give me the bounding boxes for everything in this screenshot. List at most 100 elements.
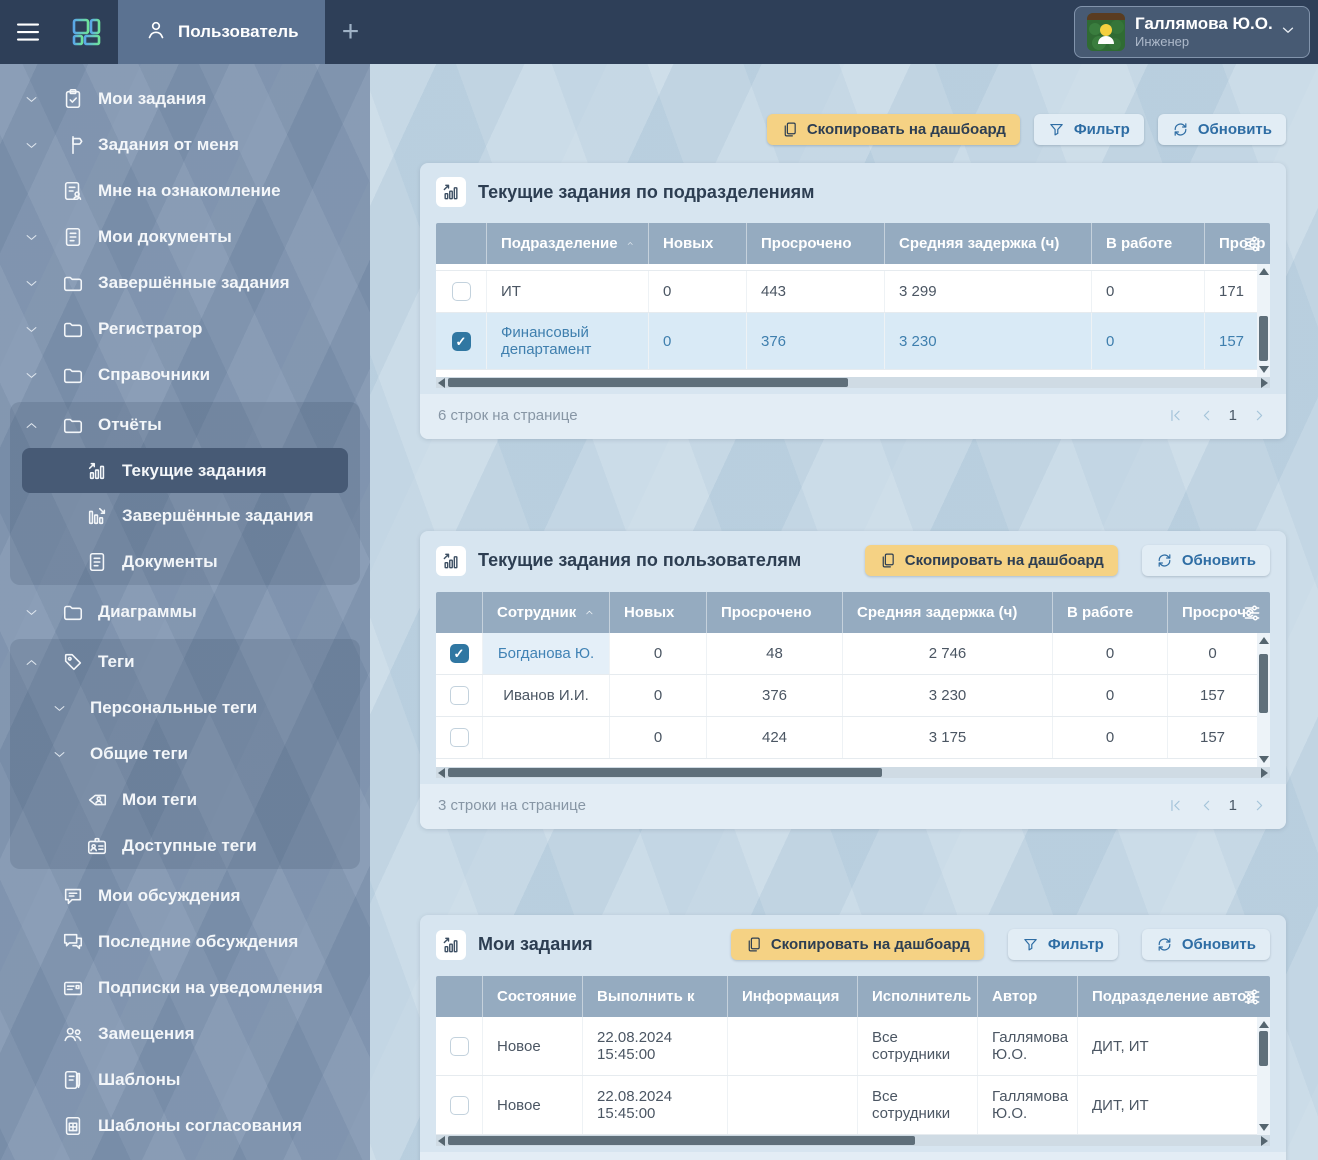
column-settings-icon[interactable] [1242, 234, 1262, 254]
id-card-icon [86, 835, 122, 857]
table-row[interactable]: 0 424 3 175 0 157 [436, 717, 1257, 759]
sidebar-item-substitutions[interactable]: Замещения [0, 1011, 370, 1057]
sidebar-item-completed-tasks[interactable]: Завершённые задания [0, 260, 370, 306]
user-menu[interactable]: Галлямова Ю.О. Инженер [1074, 6, 1310, 58]
chevron-down-icon[interactable] [24, 276, 62, 291]
add-tab-button[interactable]: + [325, 0, 377, 64]
horizontal-scrollbar[interactable] [436, 1135, 1270, 1146]
chevron-down-icon[interactable] [24, 230, 62, 245]
chats-icon [62, 931, 98, 953]
column-header-info[interactable]: Информация [727, 976, 857, 1017]
copy-to-dashboard-button[interactable]: Скопировать на дашбоард [730, 929, 984, 960]
row-checkbox[interactable] [449, 1036, 469, 1056]
vertical-scrollbar[interactable] [1257, 633, 1270, 767]
sidebar-item-diagrams[interactable]: Диаграммы [0, 589, 370, 635]
chevron-down-icon[interactable] [24, 605, 62, 620]
table-row[interactable]: Новое 22.08.2024 15:45:00 Все сотрудники… [436, 1076, 1257, 1135]
chevron-up-icon[interactable] [24, 655, 62, 670]
column-header-new[interactable]: Новых [648, 223, 746, 264]
column-header-employee[interactable]: Сотрудник [482, 592, 609, 633]
table-row[interactable]: Иванов И.И. 0 376 3 230 0 157 [436, 675, 1257, 717]
sidebar-item-registrar[interactable]: Регистратор [0, 306, 370, 352]
column-settings-icon[interactable] [1242, 603, 1262, 623]
sidebar-item-my-tasks[interactable]: Мои задания [0, 76, 370, 122]
table-row[interactable]: Финансовый департамент 0 376 3 230 0 157 [436, 313, 1257, 370]
column-header-overdue2[interactable]: Просроче [1167, 592, 1270, 633]
table-row[interactable]: Новое 22.08.2024 15:45:00 Все сотрудники… [436, 1017, 1257, 1076]
table-row[interactable]: ИТ 0 443 3 299 0 171 [436, 271, 1257, 313]
sidebar-item-my-documents[interactable]: Мои документы [0, 214, 370, 260]
sidebar-item-tasks-from-me[interactable]: Задания от меня [0, 122, 370, 168]
sidebar-item-completed-tasks-report[interactable]: Завершённые задания [10, 493, 360, 539]
refresh-button[interactable]: Обновить [1157, 114, 1286, 145]
row-checkbox[interactable] [451, 282, 471, 301]
vertical-scrollbar[interactable] [1257, 264, 1270, 377]
horizontal-scrollbar[interactable] [436, 377, 1270, 388]
main-content: Скопировать на дашбоард Фильтр Обновить … [370, 64, 1318, 1160]
sidebar-item-recent-discussions[interactable]: Последние обсуждения [0, 919, 370, 965]
rows-per-page-label: 6 строк на странице [438, 407, 578, 424]
card-current-tasks-by-users: Текущие задания по пользователям Скопиро… [420, 531, 1286, 829]
sidebar-item-available-tags[interactable]: Доступные теги [10, 823, 360, 869]
sidebar-item-directories[interactable]: Справочники [0, 352, 370, 398]
column-header-author-unit[interactable]: Подразделение автор [1077, 976, 1270, 1017]
column-header-overdue[interactable]: Просрочено [706, 592, 842, 633]
sidebar-item-templates[interactable]: Шаблоны [0, 1057, 370, 1103]
table-row[interactable]: Богданова Ю. 0 48 2 746 0 0 [436, 633, 1257, 675]
next-page-icon[interactable] [1251, 407, 1268, 424]
table-header: Состояние Выполнить к Информация Исполни… [436, 976, 1270, 1017]
row-checkbox[interactable] [449, 1095, 469, 1115]
filter-button[interactable]: Фильтр [1007, 929, 1118, 960]
sidebar-item-notification-subscriptions[interactable]: Подписки на уведомления [0, 965, 370, 1011]
chevron-down-icon[interactable] [24, 368, 62, 383]
sidebar-item-reports[interactable]: Отчёты [10, 402, 360, 448]
copy-to-dashboard-button[interactable]: Скопировать на дашбоард [864, 545, 1118, 576]
column-header-avg-delay[interactable]: Средняя задержка (ч) [842, 592, 1052, 633]
sidebar-item-tags[interactable]: Теги [10, 639, 360, 685]
sidebar-item-my-discussions[interactable]: Мои обсуждения [0, 873, 370, 919]
row-checkbox[interactable] [451, 331, 471, 351]
horizontal-scrollbar[interactable] [436, 767, 1270, 778]
chevron-up-icon[interactable] [24, 418, 62, 433]
row-checkbox[interactable] [449, 728, 469, 747]
sidebar-item-documents-report[interactable]: Документы [10, 539, 360, 585]
next-page-icon[interactable] [1251, 797, 1268, 814]
menu-icon[interactable] [0, 0, 56, 64]
column-header-in-progress[interactable]: В работе [1091, 223, 1204, 264]
chevron-down-icon[interactable] [52, 747, 90, 762]
sidebar-item-my-tags[interactable]: Мои теги [10, 777, 360, 823]
app-logo-grid-icon[interactable] [56, 0, 118, 64]
tab-user[interactable]: Пользователь [118, 0, 325, 64]
chevron-down-icon[interactable] [24, 138, 62, 153]
copy-to-dashboard-button[interactable]: Скопировать на дашбоард [766, 114, 1020, 145]
column-header-new[interactable]: Новых [609, 592, 706, 633]
first-page-icon[interactable] [1167, 797, 1184, 814]
vertical-scrollbar[interactable] [1257, 1017, 1270, 1135]
column-header-unit[interactable]: Подразделение [486, 223, 648, 264]
row-checkbox[interactable] [449, 686, 469, 705]
sidebar-item-current-tasks[interactable]: Текущие задания [22, 448, 348, 493]
column-settings-icon[interactable] [1242, 987, 1262, 1007]
column-header-avg-delay[interactable]: Средняя задержка (ч) [884, 223, 1091, 264]
sidebar-item-personal-tags[interactable]: Персональные теги [10, 685, 360, 731]
document-edit-icon [62, 1069, 98, 1091]
prev-page-icon[interactable] [1198, 797, 1215, 814]
column-header-due[interactable]: Выполнить к [582, 976, 727, 1017]
row-checkbox[interactable] [449, 644, 469, 663]
column-header-author[interactable]: Автор [977, 976, 1077, 1017]
column-header-state[interactable]: Состояние [482, 976, 582, 1017]
chevron-down-icon[interactable] [24, 322, 62, 337]
prev-page-icon[interactable] [1198, 407, 1215, 424]
refresh-button[interactable]: Обновить [1141, 929, 1270, 960]
column-header-in-progress[interactable]: В работе [1052, 592, 1167, 633]
sidebar-item-approval-templates[interactable]: Шаблоны согласования [0, 1103, 370, 1149]
refresh-button[interactable]: Обновить [1141, 545, 1270, 576]
sidebar-item-shared-tags[interactable]: Общие теги [10, 731, 360, 777]
first-page-icon[interactable] [1167, 407, 1184, 424]
sidebar-item-for-review[interactable]: Мне на ознакомление [0, 168, 370, 214]
column-header-assignee[interactable]: Исполнитель [857, 976, 977, 1017]
filter-button[interactable]: Фильтр [1033, 114, 1144, 145]
column-header-overdue[interactable]: Просрочено [746, 223, 884, 264]
chevron-down-icon[interactable] [24, 92, 62, 107]
chevron-down-icon[interactable] [52, 701, 90, 716]
